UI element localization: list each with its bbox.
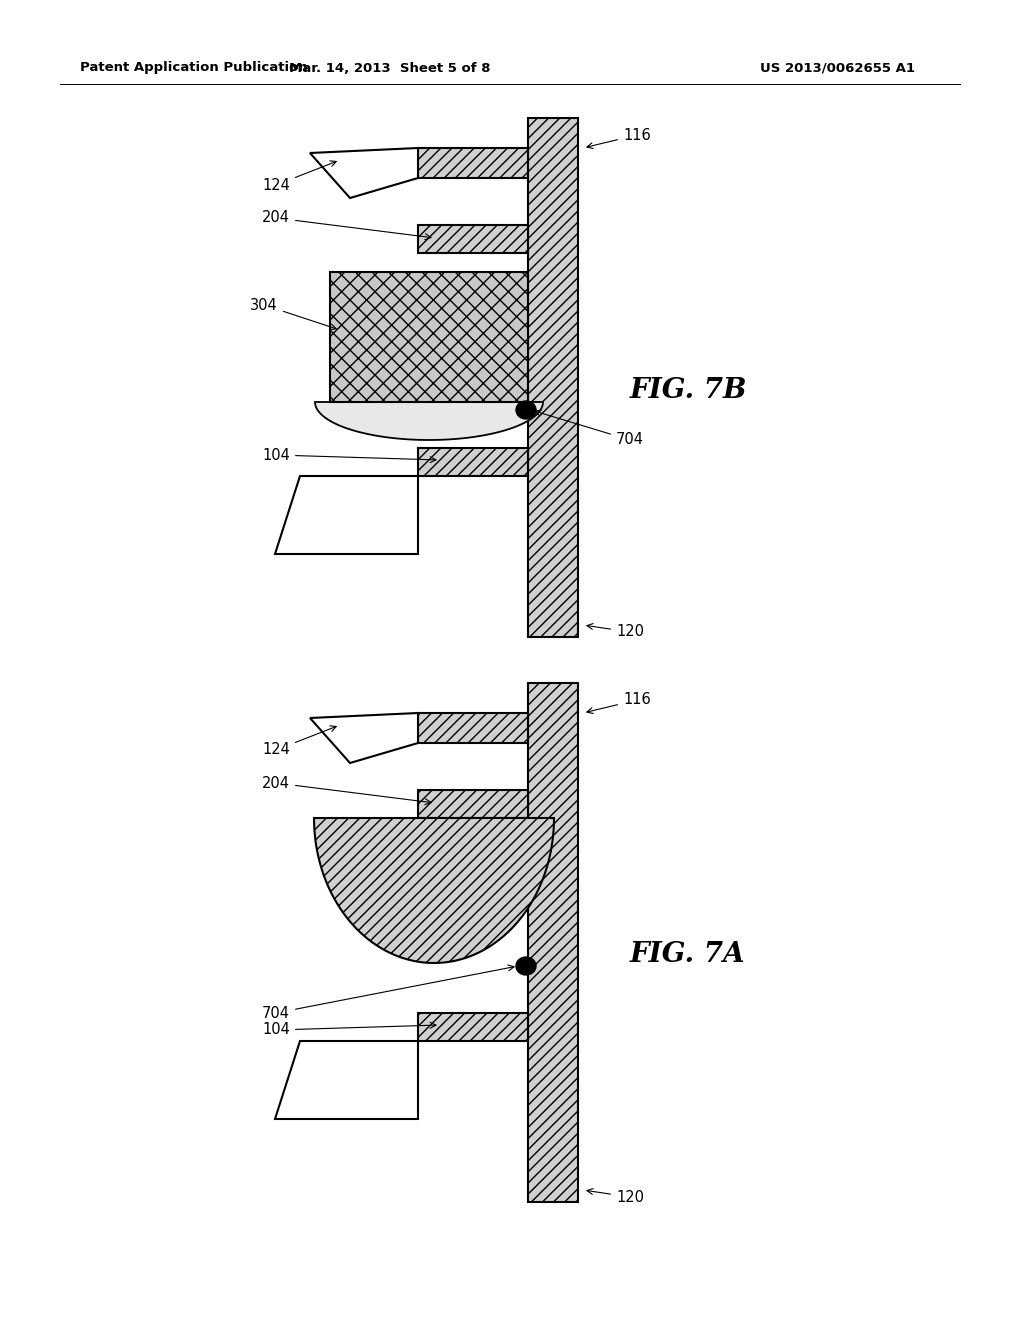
Bar: [528, 682, 578, 1203]
Polygon shape: [275, 477, 418, 554]
Text: 116: 116: [587, 128, 650, 149]
Bar: [418, 224, 528, 253]
Text: 304: 304: [250, 297, 336, 330]
Text: 120: 120: [587, 1188, 644, 1204]
Bar: [330, 272, 528, 403]
Bar: [418, 1012, 528, 1041]
Polygon shape: [310, 148, 418, 198]
Text: 204: 204: [262, 776, 431, 805]
Text: Patent Application Publication: Patent Application Publication: [80, 62, 308, 74]
Text: 124: 124: [262, 726, 336, 758]
Text: 104: 104: [262, 447, 436, 462]
Text: FIG. 7B: FIG. 7B: [630, 376, 748, 404]
Text: 704: 704: [535, 411, 644, 447]
Bar: [418, 713, 528, 743]
Polygon shape: [315, 403, 543, 440]
Text: 204: 204: [262, 210, 431, 240]
Text: US 2013/0062655 A1: US 2013/0062655 A1: [760, 62, 915, 74]
Text: FIG. 7A: FIG. 7A: [630, 941, 745, 969]
Polygon shape: [275, 1041, 418, 1119]
Ellipse shape: [516, 957, 536, 975]
Bar: [528, 117, 578, 638]
Bar: [418, 447, 528, 477]
Bar: [418, 148, 528, 178]
Bar: [418, 789, 528, 818]
Text: Mar. 14, 2013  Sheet 5 of 8: Mar. 14, 2013 Sheet 5 of 8: [289, 62, 490, 74]
Text: 704: 704: [262, 965, 514, 1020]
Polygon shape: [314, 818, 554, 964]
Text: 116: 116: [587, 693, 650, 714]
Polygon shape: [310, 713, 418, 763]
Text: 104: 104: [262, 1023, 436, 1038]
Ellipse shape: [516, 401, 536, 418]
Text: 120: 120: [587, 623, 644, 639]
Text: 124: 124: [262, 161, 336, 193]
